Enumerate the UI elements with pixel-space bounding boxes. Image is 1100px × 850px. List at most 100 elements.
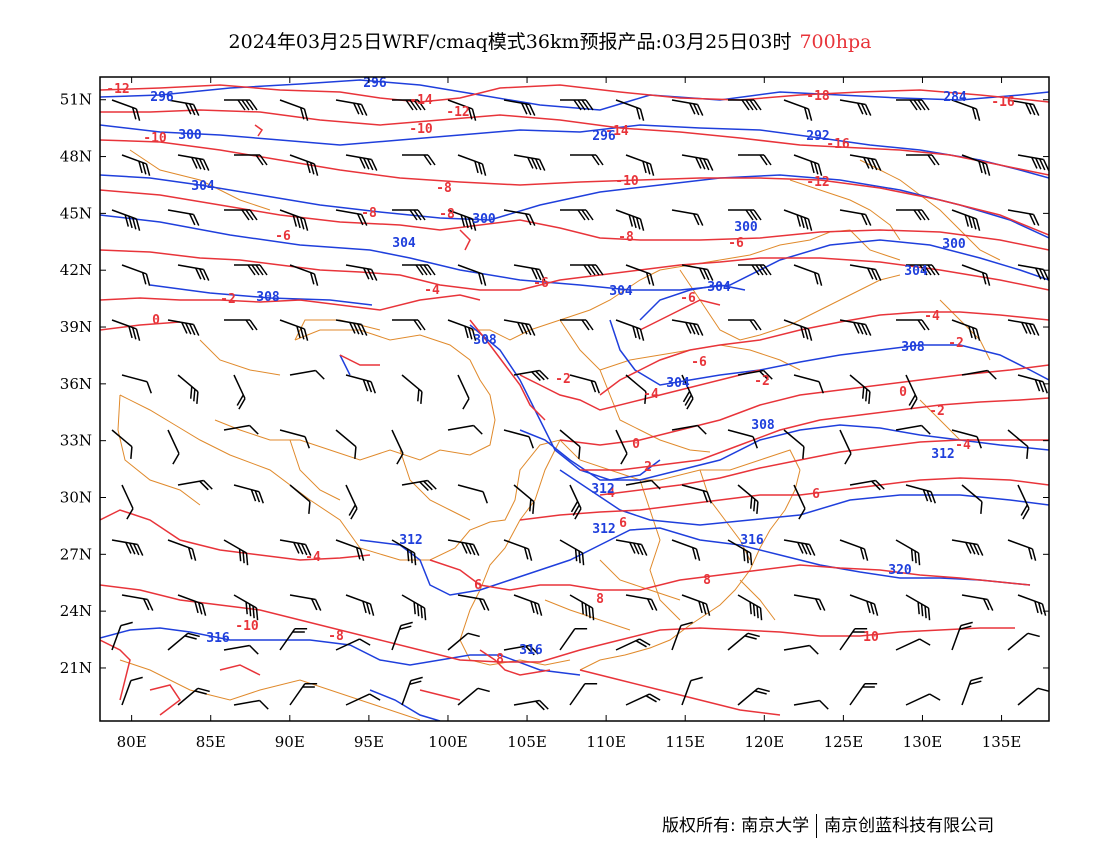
wind-barb xyxy=(793,594,826,611)
height-label: 312 xyxy=(592,522,615,537)
temperature-label: -2 xyxy=(754,374,770,389)
temperature-label: -6 xyxy=(680,291,696,306)
height-label: 308 xyxy=(751,418,775,433)
temperature-label: 0 xyxy=(152,313,160,328)
lat-tick-label: 30N xyxy=(60,488,92,506)
wind-barb xyxy=(177,479,213,491)
wind-barb xyxy=(335,539,365,561)
lon-tick-label: 130E xyxy=(903,733,943,751)
wind-barb xyxy=(793,264,823,286)
height-label: 316 xyxy=(519,643,543,658)
wind-barb xyxy=(671,319,704,336)
wind-barb xyxy=(896,209,930,221)
height-label: 316 xyxy=(740,533,764,548)
wind-barb xyxy=(961,264,991,286)
wind-barb xyxy=(503,209,536,226)
wind-barb xyxy=(335,429,357,459)
height-label: 304 xyxy=(904,264,928,279)
wind-barb xyxy=(961,594,994,611)
wind-barb xyxy=(961,369,997,380)
temperature-label: -2 xyxy=(948,336,964,351)
temperature-label: -8 xyxy=(328,629,344,644)
wind-barb xyxy=(1007,209,1040,226)
wind-barb xyxy=(615,209,645,231)
lon-tick-label: 80E xyxy=(117,733,147,751)
wind-barb xyxy=(401,594,427,621)
height-label: 296 xyxy=(150,90,174,105)
wind-barb xyxy=(681,264,714,281)
wind-barb xyxy=(279,429,310,449)
wind-barb xyxy=(345,693,381,706)
wind-barb xyxy=(783,539,816,556)
wind-barb xyxy=(289,484,311,514)
wind-barb xyxy=(401,374,423,404)
lon-tick-label: 100E xyxy=(428,733,468,751)
temperature-label: -4 xyxy=(305,550,321,565)
wind-barb xyxy=(615,319,645,341)
wind-barb xyxy=(234,264,268,276)
temperature-label: -8 xyxy=(618,230,634,245)
wind-barb xyxy=(1017,484,1030,520)
height-label: 300 xyxy=(472,212,496,227)
wind-barb xyxy=(1017,594,1047,616)
wind-barb xyxy=(681,484,712,504)
wind-barb xyxy=(503,644,539,656)
wind-barb xyxy=(1007,429,1029,459)
wind-barb xyxy=(671,99,704,116)
wind-barb xyxy=(783,99,813,121)
wind-barb xyxy=(849,682,878,706)
wind-barb xyxy=(671,539,701,561)
wind-barb xyxy=(905,594,931,621)
lat-tick-label: 42N xyxy=(60,261,92,279)
wind-barb xyxy=(671,209,704,226)
wind-barb xyxy=(121,676,143,706)
wind-barb xyxy=(233,374,246,410)
wind-barb xyxy=(391,539,417,566)
wind-barb xyxy=(223,644,259,655)
lat-tick-label: 48N xyxy=(60,148,92,166)
height-label: 284 xyxy=(943,90,967,105)
height-label: 312 xyxy=(931,447,954,462)
wind-barb xyxy=(177,264,210,281)
height-label: 304 xyxy=(666,376,690,391)
wind-barb xyxy=(793,484,806,520)
temperature-label: -10 xyxy=(409,122,433,137)
wind-barb xyxy=(447,632,480,651)
lat-tick-label: 33N xyxy=(60,432,92,450)
wind-barb xyxy=(560,319,594,331)
wind-barb xyxy=(839,539,869,561)
map-frame xyxy=(99,76,1050,722)
wind-barb xyxy=(513,154,546,171)
wind-barb xyxy=(615,99,645,121)
wind-barb xyxy=(234,154,268,166)
lat-tick-label: 45N xyxy=(60,204,92,222)
temperature-label: -14 xyxy=(605,124,629,139)
wind-barb xyxy=(402,264,436,276)
wind-barb xyxy=(289,682,318,706)
wind-barb xyxy=(289,594,322,611)
wind-barb xyxy=(289,369,325,380)
wind-barb xyxy=(401,676,423,706)
wind-barb xyxy=(1017,264,1049,281)
wind-barb xyxy=(401,479,437,492)
temperature-label: -4 xyxy=(643,387,659,402)
wind-barb xyxy=(1007,319,1040,336)
wind-barb xyxy=(335,319,368,336)
wind-barb xyxy=(1007,99,1040,116)
wind-barb xyxy=(738,154,772,166)
title-pressure-level: 700hpa xyxy=(799,31,872,53)
lon-tick-label: 120E xyxy=(745,733,785,751)
wind-barb xyxy=(727,632,760,651)
wind-barb xyxy=(224,319,258,331)
wind-barb xyxy=(625,374,647,404)
wind-barb xyxy=(895,424,931,435)
wind-barb xyxy=(961,676,983,706)
wind-barb xyxy=(839,627,868,651)
axis-ticks xyxy=(100,77,1049,721)
wind-barb xyxy=(625,693,661,706)
wind-barb xyxy=(447,209,477,231)
title-text: 2024年03月25日WRF/cmaq模式36km预报产品:03月25日03时 xyxy=(228,31,792,53)
copyright-text: 版权所有: 南京大学 xyxy=(662,816,810,836)
temperature-label: 6 xyxy=(619,516,627,531)
wind-barb xyxy=(457,687,490,706)
